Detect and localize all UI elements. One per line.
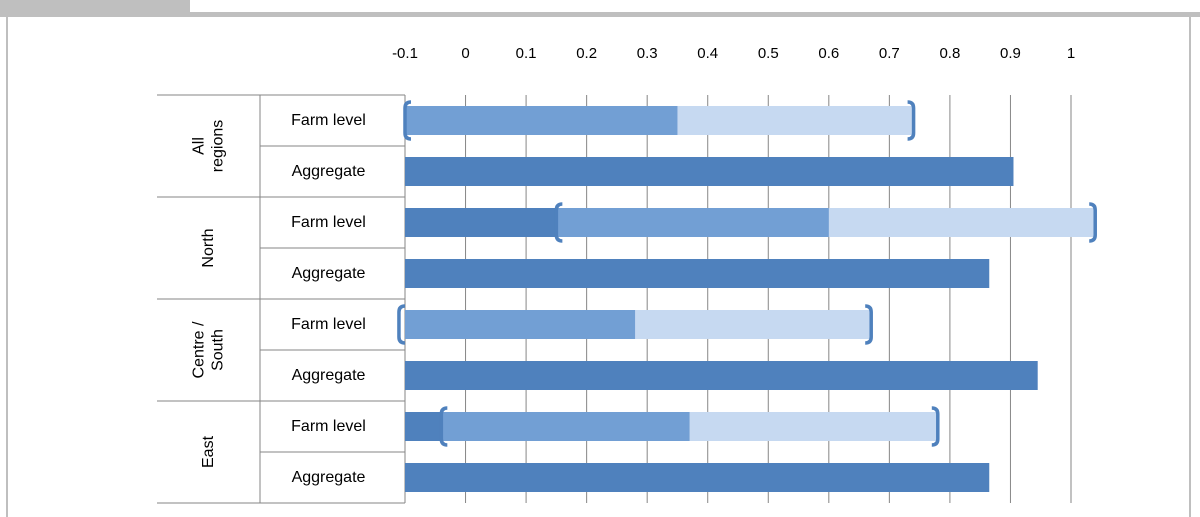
top-banner-title-area — [190, 0, 1200, 12]
x-tick-label: 1 — [1067, 45, 1075, 62]
bar — [405, 310, 636, 339]
figure-frame: -0.1 0 0.1 0.2 0.3 0.4 0.5 0.6 0.7 0.8 0.9 1 All regi… — [6, 17, 1191, 517]
bar — [405, 208, 557, 237]
x-tick-label: 0.2 — [576, 45, 597, 62]
bar — [441, 412, 690, 441]
range-bracket-right — [907, 100, 916, 141]
row-label: Aggregate — [292, 469, 366, 486]
x-tick-label: -0.1 — [392, 45, 418, 62]
x-tick-label: 0.7 — [879, 45, 900, 62]
group-label: All — [191, 137, 208, 155]
bar — [405, 463, 990, 492]
row-label: Aggregate — [292, 367, 366, 384]
x-tick-label: 0.3 — [637, 45, 658, 62]
range-bracket-left — [403, 100, 412, 141]
x-tick-label: 0 — [461, 45, 469, 62]
range-bracket-right — [931, 406, 940, 447]
bar-chart: -0.1 0 0.1 0.2 0.3 0.4 0.5 0.6 0.7 0.8 0.9 1 All regi… — [157, 45, 1097, 504]
group-label: regions — [210, 120, 227, 172]
row-label: Farm level — [291, 418, 366, 435]
range-bracket-left — [397, 304, 406, 345]
x-tick-label: 0.6 — [818, 45, 839, 62]
top-banner — [0, 0, 1200, 17]
range-bracket-left — [554, 202, 563, 243]
bar — [405, 412, 442, 441]
bar — [405, 361, 1038, 390]
group-label: South — [210, 329, 227, 371]
row-label: Aggregate — [292, 265, 366, 282]
bar — [405, 157, 1014, 186]
x-tick-label: 0.5 — [758, 45, 779, 62]
bar — [405, 106, 678, 135]
x-tick-label: 0.9 — [1000, 45, 1021, 62]
x-tick-label: 0.8 — [939, 45, 960, 62]
group-label: North — [200, 228, 217, 267]
row-label: Farm level — [291, 214, 366, 231]
range-bracket-right — [1089, 202, 1097, 243]
bar — [405, 259, 990, 288]
range-bracket-right — [865, 304, 873, 345]
x-tick-label: 0.4 — [697, 45, 718, 62]
group-label: Centre / — [191, 321, 208, 378]
range-bracket-left — [439, 406, 448, 447]
row-label: Aggregate — [292, 163, 366, 180]
bar — [556, 208, 829, 237]
row-label: Farm level — [291, 112, 366, 129]
banner-title-text — [0, 0, 1200, 6]
group-label: East — [200, 435, 217, 468]
row-label: Farm level — [291, 316, 366, 333]
x-tick-label: 0.1 — [516, 45, 537, 62]
